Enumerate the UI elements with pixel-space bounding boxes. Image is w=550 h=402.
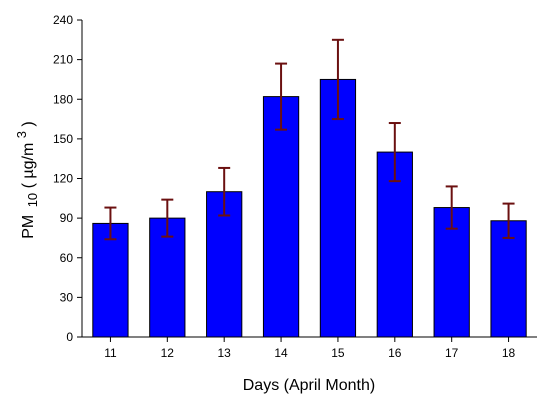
error-bar-18	[502, 202, 515, 239]
y-axis-title: PM 10 ( µg/m 3 )	[13, 121, 41, 239]
y-axis-title-unit-close: )	[20, 121, 37, 126]
x-tick-label-18: 18	[502, 346, 516, 360]
bar-14	[262, 96, 300, 338]
x-tick-label-11: 11	[104, 346, 117, 360]
x-tick-label-16: 16	[388, 346, 402, 360]
bars-group	[92, 78, 527, 338]
y-axis-title-subscript: 10	[25, 193, 40, 207]
y-tick-label: 30	[60, 290, 74, 304]
y-axis-title-unit-superscript: 3	[14, 131, 29, 138]
error-bar-14	[275, 62, 288, 131]
bar-18	[490, 220, 527, 338]
x-tick-label-13: 13	[218, 346, 232, 360]
bar-16	[376, 151, 413, 338]
x-tick-label-14: 14	[274, 346, 288, 360]
y-axis-ticks: 0 30 60 90 120 150 180 210 240	[53, 13, 82, 344]
y-tick-label: 210	[53, 53, 73, 67]
x-tick-label-12: 12	[161, 346, 175, 360]
y-axis-title-unit-open: (	[20, 182, 37, 188]
error-bar-13	[218, 166, 231, 217]
bar-11	[92, 222, 129, 338]
error-bar-16	[388, 122, 401, 183]
y-tick-label: 240	[53, 13, 73, 27]
error-bar-15	[331, 38, 344, 121]
x-axis-title: Days (April Month)	[243, 377, 375, 394]
y-tick-label: 0	[66, 330, 73, 344]
y-tick-label: 60	[60, 251, 74, 265]
plot-area: 0 30 60 90 120 150 180 210 240 11 12 13 14 15 16 17 18	[53, 13, 537, 360]
y-tick-label: 150	[53, 132, 73, 146]
y-tick-label: 90	[60, 211, 74, 225]
error-bar-12	[161, 198, 174, 238]
y-tick-label: 180	[53, 92, 73, 106]
bar-12	[149, 217, 186, 338]
error-bar-17	[445, 185, 458, 230]
error-bar-11	[104, 206, 117, 241]
error-bars-group	[104, 38, 515, 241]
y-axis-title-main: PM	[20, 215, 37, 239]
x-axis-ticks: 11 12 13 14 15 16 17 18	[104, 337, 516, 360]
y-axis-title-unit: µg/m	[20, 143, 37, 179]
x-tick-label-15: 15	[331, 346, 345, 360]
y-tick-label: 120	[53, 172, 73, 186]
x-tick-label-17: 17	[445, 346, 459, 360]
